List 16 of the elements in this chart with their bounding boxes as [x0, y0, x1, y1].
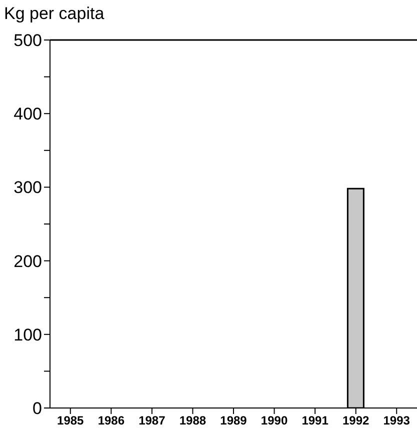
x-tick-label: 1986	[98, 414, 125, 428]
x-tick-label: 1993	[383, 414, 410, 428]
y-tick-label: 400	[14, 104, 42, 124]
x-tick-label: 1989	[220, 414, 248, 428]
x-tick-label: 1992	[342, 414, 370, 428]
x-tick-label: 1990	[260, 414, 288, 428]
y-tick-label: 200	[14, 252, 42, 271]
y-axis-title: Kg per capita	[4, 4, 104, 24]
x-tick-label: 1988	[179, 414, 206, 428]
y-tick-label: 100	[14, 325, 42, 344]
y-tick-label: 300	[14, 178, 42, 198]
x-tick-label: 1991	[302, 414, 329, 428]
y-tick-label: 0	[32, 399, 42, 418]
x-tick-label: 1985	[57, 414, 84, 428]
y-tick-label: 500	[14, 31, 42, 50]
x-tick-label: 1987	[138, 414, 166, 428]
